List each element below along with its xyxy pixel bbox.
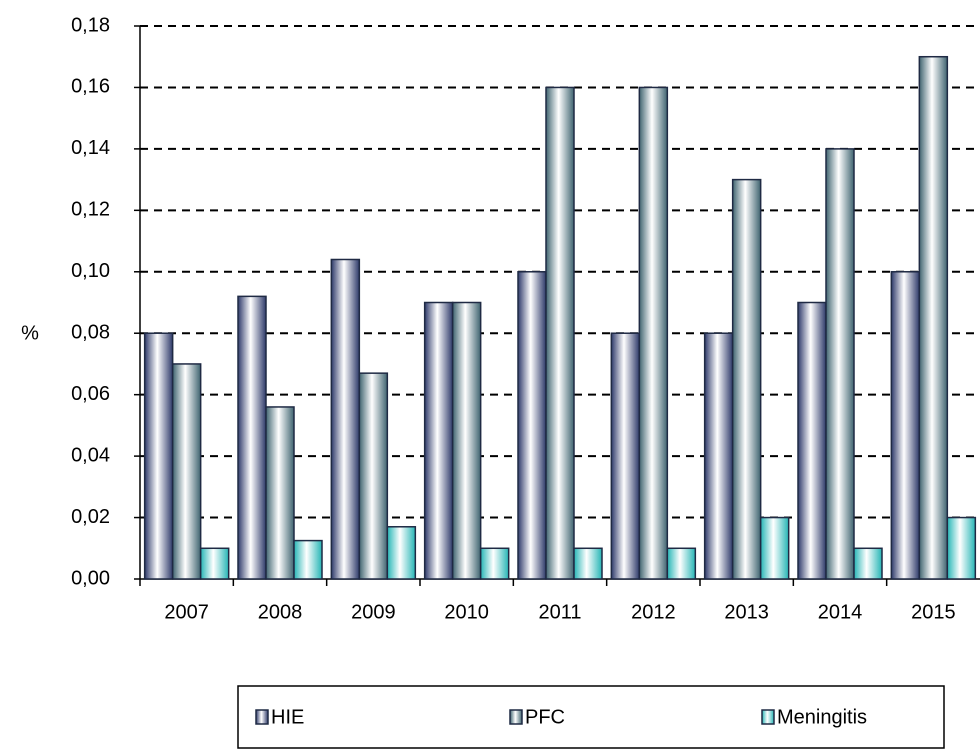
bar xyxy=(143,332,174,580)
legend-marker xyxy=(255,709,269,725)
y-tick-label: 0,02 xyxy=(71,506,110,528)
y-axis-label: % xyxy=(21,322,39,344)
bar xyxy=(171,363,202,580)
bar xyxy=(918,55,949,580)
y-tick-label: 0,06 xyxy=(71,383,110,405)
x-tick-label: 2007 xyxy=(164,601,209,623)
bar xyxy=(517,271,547,580)
legend-label: PFC xyxy=(525,706,565,728)
bar xyxy=(638,86,669,580)
legend-label: HIE xyxy=(271,706,304,728)
x-tick-label: 2010 xyxy=(444,601,489,623)
bar xyxy=(853,547,883,580)
x-tick-label: 2008 xyxy=(258,601,303,623)
x-tick-label: 2012 xyxy=(631,601,676,623)
legend-box xyxy=(237,685,945,749)
x-tick-label: 2015 xyxy=(911,601,956,623)
y-tick-label: 0,04 xyxy=(71,444,110,466)
legend-marker xyxy=(509,709,523,725)
bar xyxy=(265,406,295,580)
y-tick-label: 0,08 xyxy=(71,322,110,344)
legend-label: Meningitis xyxy=(777,706,867,728)
bar xyxy=(731,178,762,580)
bar xyxy=(759,516,790,580)
bar xyxy=(330,258,361,580)
bar xyxy=(825,148,855,580)
x-tick-label: 2013 xyxy=(724,601,769,623)
y-tick-label: 0,00 xyxy=(71,567,110,589)
bar xyxy=(890,271,921,580)
x-tick-label: 2009 xyxy=(351,601,396,623)
bar xyxy=(237,295,267,580)
bar xyxy=(293,539,323,580)
bar xyxy=(545,86,575,580)
bar xyxy=(666,547,697,580)
y-tick-label: 0,10 xyxy=(71,260,110,282)
bar xyxy=(946,516,977,580)
bar xyxy=(423,301,454,580)
x-tick-label: 2014 xyxy=(818,601,863,623)
bar xyxy=(610,332,641,580)
y-tick-label: 0,14 xyxy=(71,137,110,159)
bar xyxy=(199,547,230,580)
bar xyxy=(358,372,389,580)
bar xyxy=(573,547,603,580)
y-tick-label: 0,12 xyxy=(71,199,110,221)
legend-marker xyxy=(761,709,775,725)
bar xyxy=(386,526,417,580)
bar xyxy=(479,547,510,580)
bar xyxy=(451,301,482,580)
bar xyxy=(797,301,827,580)
x-tick-label: 2011 xyxy=(538,601,581,623)
y-tick-label: 0,16 xyxy=(71,76,110,98)
bar xyxy=(703,332,734,580)
y-tick-label: 0,18 xyxy=(71,14,110,36)
